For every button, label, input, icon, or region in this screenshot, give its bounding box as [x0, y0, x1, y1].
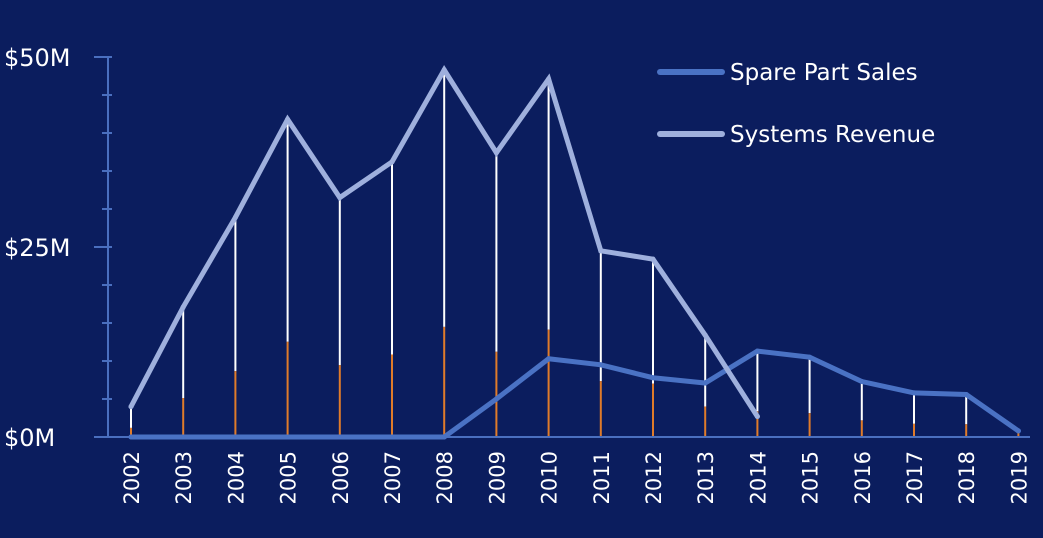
x-tick-label: 2009 — [485, 451, 509, 504]
data-point — [389, 159, 395, 165]
x-tick-label: 2018 — [955, 451, 979, 504]
data-point — [232, 214, 238, 220]
x-tick-label: 2004 — [224, 451, 248, 504]
y-tick-label: $50M — [4, 44, 71, 72]
series-lines — [128, 65, 1021, 440]
x-tick-label: 2015 — [799, 451, 823, 504]
data-point — [441, 67, 447, 73]
x-tick-label: 2010 — [538, 451, 562, 504]
data-point — [598, 248, 604, 254]
data-point — [285, 116, 291, 122]
x-tick-label: 2005 — [277, 451, 301, 504]
legend-label: Systems Revenue — [730, 122, 935, 148]
data-point — [1015, 428, 1021, 434]
x-tick-label: 2003 — [172, 451, 196, 504]
data-point — [546, 356, 552, 362]
data-point — [598, 362, 604, 368]
x-tick-label: 2014 — [746, 451, 770, 504]
x-tick-label: 2006 — [329, 451, 353, 504]
x-tick-label: 2008 — [433, 451, 457, 504]
y-tick-label: $0M — [4, 424, 55, 452]
y-axis-labels: $0M $25M $50M — [4, 44, 71, 452]
data-point — [285, 434, 291, 440]
data-point — [493, 396, 499, 402]
legend: Spare Part Sales Systems Revenue — [657, 60, 935, 148]
series-line-spare-part-sales — [128, 348, 1021, 440]
x-tick-label: 2012 — [642, 451, 666, 504]
data-point — [702, 332, 708, 338]
data-point — [650, 375, 656, 381]
x-tick-label: 2011 — [590, 451, 614, 504]
data-point — [128, 434, 134, 440]
data-point — [650, 256, 656, 262]
data-point — [807, 354, 813, 360]
x-tick-label: 2002 — [120, 451, 144, 504]
x-tick-label: 2016 — [851, 451, 875, 504]
x-axis-labels: 2002 2003 2004 2005 2006 2007 2008 2009 2010 2011… — [120, 451, 1031, 504]
data-point — [754, 413, 760, 419]
data-point — [232, 434, 238, 440]
data-point — [546, 76, 552, 82]
x-tick-label: 2019 — [1007, 451, 1031, 504]
data-point — [963, 391, 969, 397]
data-point — [493, 150, 499, 156]
x-tick-label: 2013 — [694, 451, 718, 504]
data-point — [441, 434, 447, 440]
legend-label: Spare Part Sales — [730, 60, 918, 86]
data-point — [911, 390, 917, 396]
data-point — [180, 304, 186, 310]
data-point — [337, 434, 343, 440]
data-point — [859, 379, 865, 385]
x-tick-label: 2017 — [903, 451, 927, 504]
data-point — [702, 380, 708, 386]
drop-lines — [130, 69, 1020, 437]
y-tick-label: $25M — [4, 234, 71, 262]
data-point — [389, 434, 395, 440]
data-point — [180, 434, 186, 440]
data-point — [128, 404, 134, 410]
data-point — [754, 348, 760, 354]
data-point — [337, 195, 343, 201]
x-tick-label: 2007 — [381, 451, 405, 504]
